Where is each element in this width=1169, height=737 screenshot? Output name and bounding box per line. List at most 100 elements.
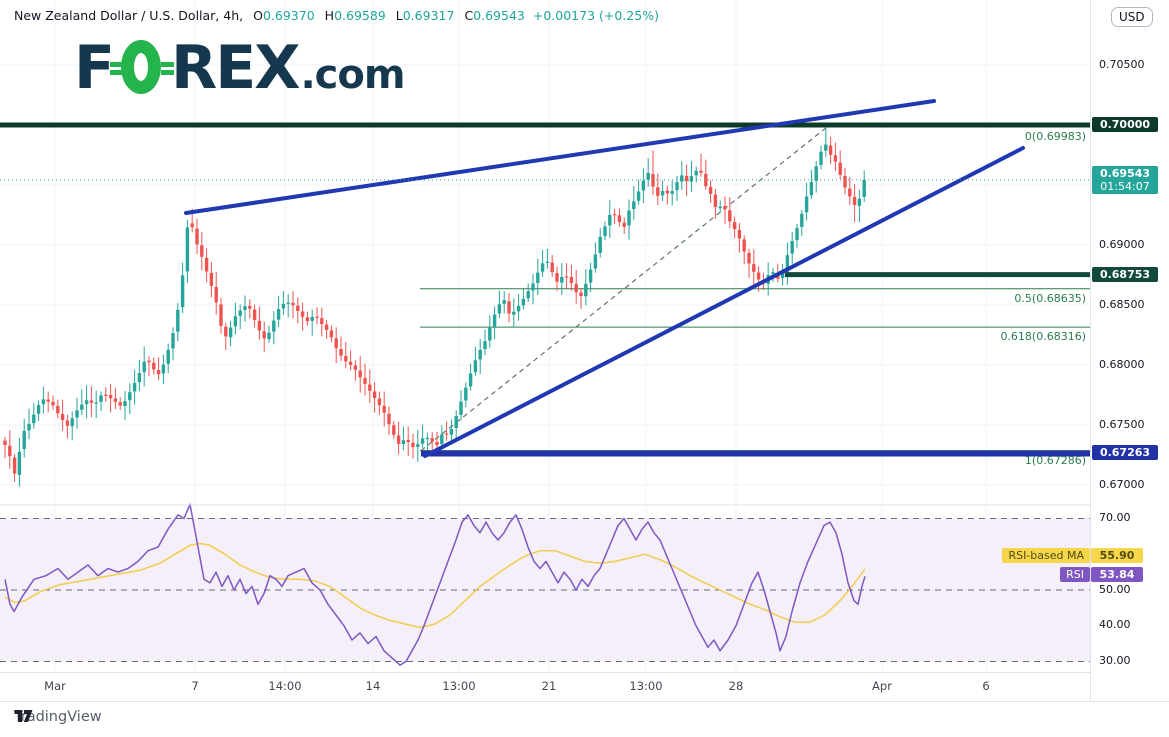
candle — [65, 420, 70, 426]
candle — [315, 316, 319, 318]
candle — [843, 176, 847, 188]
rsi-indicator-badge: RSI-based MA 55.90 — [0, 548, 1169, 565]
candle — [536, 272, 540, 283]
candle — [473, 360, 478, 373]
candle — [252, 309, 257, 320]
candle — [396, 435, 401, 444]
candle — [752, 264, 756, 272]
candle — [684, 175, 689, 182]
candle — [228, 327, 233, 338]
candle — [60, 413, 65, 420]
price-axis[interactable]: 0.70500 0.69000 0.68500 0.68000 0.67500 0.670… — [1090, 0, 1169, 700]
candle — [171, 333, 175, 349]
candlestick-series — [3, 127, 866, 487]
candle — [728, 210, 732, 222]
candle — [94, 402, 98, 404]
candle — [46, 399, 50, 402]
candle — [339, 349, 343, 356]
price-axis-label: 40.00 — [1099, 618, 1131, 631]
candle — [305, 317, 310, 322]
candle — [468, 373, 473, 387]
tradingview-attribution[interactable]: TradingView — [14, 709, 102, 725]
candle — [862, 179, 866, 197]
candle — [444, 433, 449, 435]
candle — [17, 451, 22, 475]
candle — [704, 173, 708, 187]
candle — [483, 341, 487, 350]
candle — [632, 201, 636, 210]
candle — [185, 227, 190, 272]
time-axis-label: Mar — [44, 679, 66, 693]
candle — [857, 198, 862, 206]
candle — [665, 190, 670, 194]
change-value: +0.00173 (+0.25%) — [532, 8, 659, 23]
candle — [656, 187, 660, 196]
candle — [296, 305, 300, 311]
candle — [545, 261, 550, 263]
chart-canvas[interactable] — [0, 0, 1090, 672]
candle — [132, 382, 137, 392]
candle — [723, 206, 727, 210]
time-axis-label: 14 — [365, 679, 381, 693]
candle — [286, 302, 290, 304]
price-axis-label: 0.67000 — [1099, 478, 1145, 491]
candle — [8, 445, 12, 457]
symbol-legend[interactable]: New Zealand Dollar / U.S. Dollar, 4h, O0.… — [14, 8, 659, 23]
rsi-indicator-badge: RSI 53.84 — [0, 567, 1169, 584]
candle — [411, 442, 415, 448]
candle — [166, 349, 170, 364]
candle — [363, 377, 367, 384]
candle — [785, 255, 790, 272]
candle — [569, 277, 574, 283]
candle — [598, 236, 602, 253]
candle — [819, 151, 823, 165]
candle — [324, 324, 329, 330]
candle — [243, 306, 247, 311]
candle — [214, 287, 218, 303]
forex-logo-tld: .com — [300, 52, 405, 98]
candle — [737, 229, 742, 239]
candle — [128, 392, 132, 401]
candle — [852, 196, 857, 205]
candle — [176, 309, 180, 332]
fib-level-label: 1(0.67286) — [1024, 453, 1086, 467]
tradingview-logo-icon — [14, 710, 33, 722]
candle — [555, 273, 559, 282]
candle — [593, 254, 598, 269]
candle — [814, 166, 818, 181]
time-axis-label: 14:00 — [268, 679, 302, 693]
candle — [689, 176, 694, 182]
candle — [51, 401, 55, 406]
price-axis-label: 0.69000 — [1099, 238, 1145, 251]
candle — [526, 291, 530, 299]
candle — [27, 423, 31, 431]
candle — [416, 444, 420, 447]
candle — [516, 305, 521, 312]
time-axis[interactable]: Mar 7 14:00 14 13:00 21 13:00 28 Apr 6 — [0, 672, 1169, 702]
candle — [430, 438, 434, 442]
candle — [56, 406, 60, 414]
candle — [521, 298, 526, 306]
candle — [377, 398, 382, 406]
candle — [838, 162, 842, 175]
candle — [828, 145, 833, 155]
time-axis-label: 13:00 — [629, 679, 663, 693]
fib-level-label: 0.618(0.68316) — [1000, 330, 1086, 344]
candle — [512, 311, 516, 315]
candle — [804, 196, 809, 213]
candle — [800, 213, 804, 227]
candle — [617, 215, 622, 223]
candle — [276, 309, 281, 320]
price-badge: 0.70000 — [1092, 117, 1158, 132]
candle — [612, 214, 617, 216]
currency-toggle-button[interactable]: USD — [1111, 7, 1153, 27]
candle — [718, 206, 722, 209]
candle — [358, 370, 362, 378]
candle — [459, 401, 463, 415]
time-axis-label: 7 — [191, 679, 199, 693]
candle — [848, 188, 852, 197]
candle — [584, 283, 588, 297]
candle — [675, 182, 679, 191]
candle — [147, 360, 151, 363]
